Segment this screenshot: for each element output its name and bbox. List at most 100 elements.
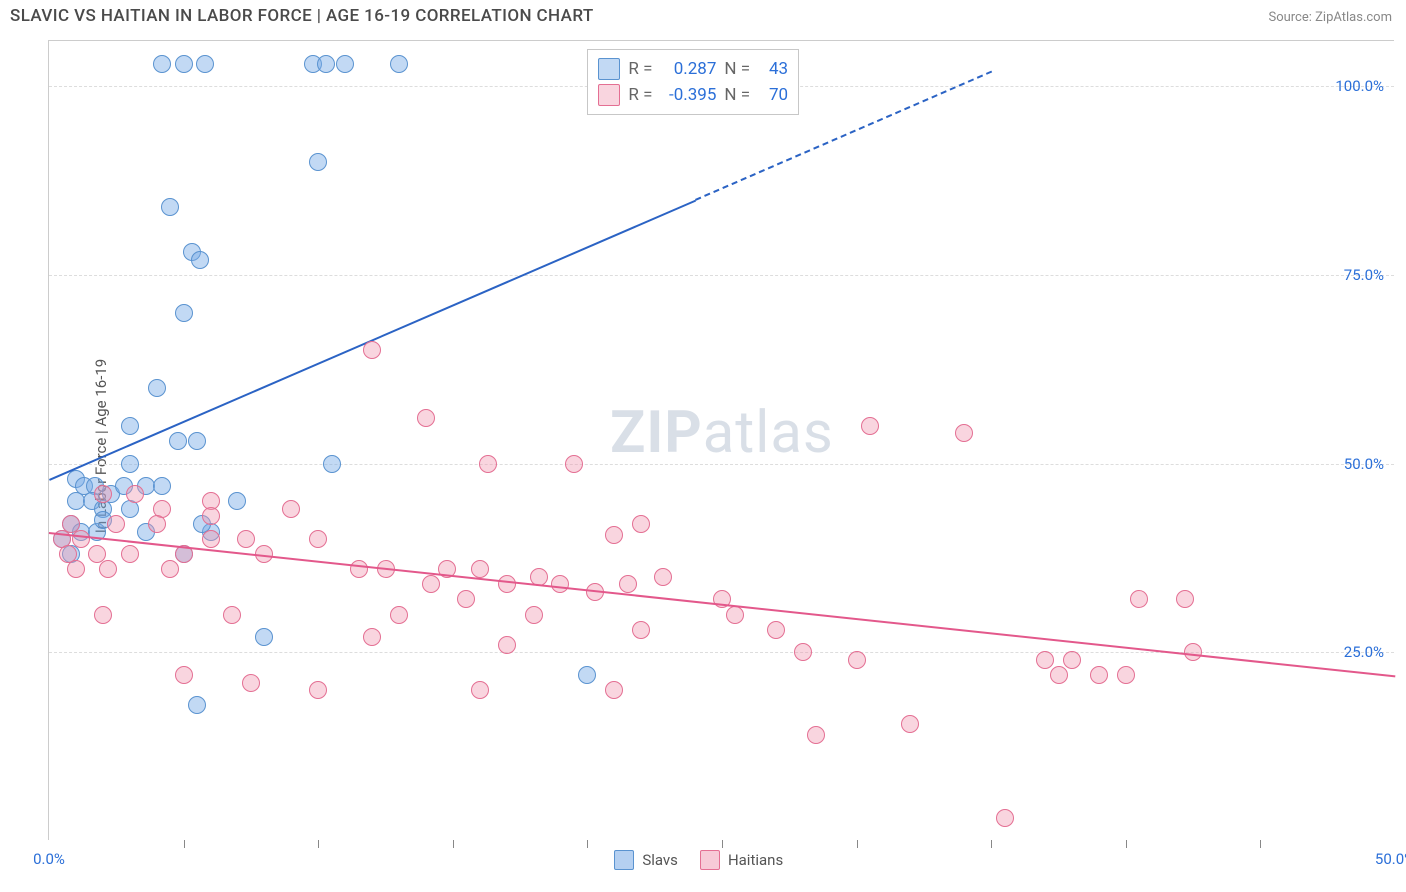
data-point [175, 666, 193, 684]
data-point [175, 55, 193, 73]
chart-source: Source: ZipAtlas.com [1268, 10, 1392, 25]
legend-r-value: -0.395 [660, 85, 716, 105]
data-point [848, 651, 866, 669]
data-point [996, 809, 1014, 827]
data-point [726, 606, 744, 624]
data-point [191, 251, 209, 269]
data-point [161, 198, 179, 216]
data-point [767, 621, 785, 639]
data-point [471, 560, 489, 578]
data-point [148, 379, 166, 397]
series-legend-item: Slavs [614, 850, 678, 870]
data-point [242, 674, 260, 692]
data-point [901, 715, 919, 733]
data-point [67, 560, 85, 578]
legend-r-label: R = [628, 59, 652, 79]
data-point [94, 606, 112, 624]
data-point [223, 606, 241, 624]
x-tick [857, 840, 858, 848]
data-point [309, 153, 327, 171]
data-point [498, 575, 516, 593]
data-point [955, 424, 973, 442]
data-point [807, 726, 825, 744]
data-point [390, 606, 408, 624]
series-legend-label: Haitians [728, 851, 783, 869]
data-point [1117, 666, 1135, 684]
data-point [794, 643, 812, 661]
data-point [551, 575, 569, 593]
legend-n-value: 70 [758, 85, 788, 105]
data-point [255, 628, 273, 646]
legend-swatch [598, 84, 620, 106]
data-point [632, 621, 650, 639]
data-point [417, 409, 435, 427]
x-tick [1126, 840, 1127, 848]
x-tick [991, 840, 992, 848]
data-point [121, 545, 139, 563]
correlation-legend-row: R = 0.287 N = 43 [598, 56, 788, 82]
data-point [196, 55, 214, 73]
y-tick-label: 75.0% [1344, 266, 1384, 284]
data-point [861, 417, 879, 435]
legend-swatch [700, 850, 720, 870]
x-tick [318, 840, 319, 848]
data-point [1176, 590, 1194, 608]
gridline [49, 464, 1394, 465]
data-point [72, 530, 90, 548]
x-tick [453, 840, 454, 848]
data-point [126, 485, 144, 503]
data-point [94, 485, 112, 503]
data-point [317, 55, 335, 73]
data-point [1090, 666, 1108, 684]
data-point [479, 455, 497, 473]
data-point [237, 530, 255, 548]
data-point [619, 575, 637, 593]
data-point [422, 575, 440, 593]
legend-n-label: N = [724, 85, 750, 105]
data-point [363, 341, 381, 359]
data-point [578, 666, 596, 684]
data-point [175, 304, 193, 322]
legend-n-label: N = [724, 59, 750, 79]
data-point [202, 530, 220, 548]
legend-n-value: 43 [758, 59, 788, 79]
data-point [188, 432, 206, 450]
data-point [525, 606, 543, 624]
data-point [363, 628, 381, 646]
data-point [323, 455, 341, 473]
chart-title: SLAVIC VS HAITIAN IN LABOR FORCE | AGE 1… [10, 6, 594, 26]
legend-r-value: 0.287 [660, 59, 716, 79]
series-legend-item: Haitians [700, 850, 783, 870]
series-legend: Slavs Haitians [614, 850, 783, 870]
data-point [565, 455, 583, 473]
data-point [1063, 651, 1081, 669]
data-point [1130, 590, 1148, 608]
x-tick-label: 0.0% [33, 850, 65, 868]
data-point [605, 526, 623, 544]
data-point [350, 560, 368, 578]
series-legend-label: Slavs [642, 851, 678, 869]
regression-line [49, 199, 696, 480]
x-tick [184, 840, 185, 848]
data-point [202, 507, 220, 525]
x-tick [722, 840, 723, 848]
data-point [169, 432, 187, 450]
data-point [161, 560, 179, 578]
data-point [309, 530, 327, 548]
y-tick-label: 100.0% [1335, 77, 1384, 95]
data-point [309, 681, 327, 699]
data-point [654, 568, 672, 586]
correlation-legend-row: R = -0.395 N = 70 [598, 82, 788, 108]
legend-r-label: R = [628, 85, 652, 105]
data-point [121, 417, 139, 435]
data-point [148, 515, 166, 533]
data-point [471, 681, 489, 699]
data-point [188, 696, 206, 714]
data-point [228, 492, 246, 510]
data-point [498, 636, 516, 654]
data-point [153, 477, 171, 495]
data-point [632, 515, 650, 533]
regression-line [49, 532, 1395, 677]
data-point [1050, 666, 1068, 684]
data-point [605, 681, 623, 699]
